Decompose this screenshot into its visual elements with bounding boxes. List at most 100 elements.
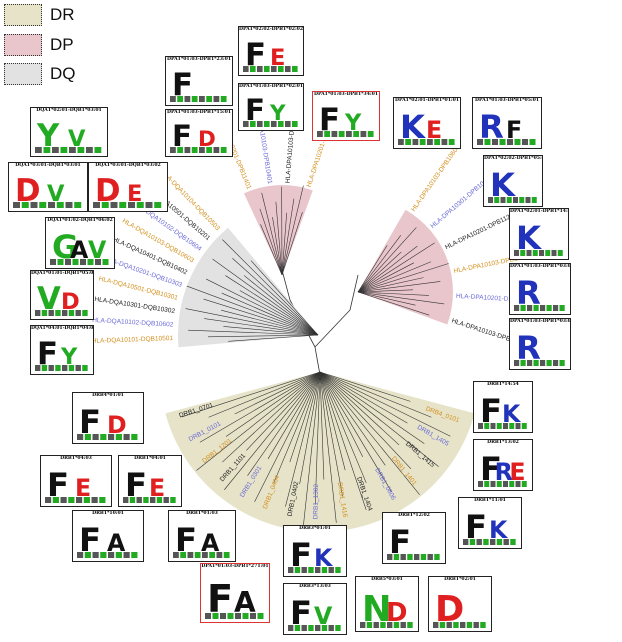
logo-base-glyph: [184, 147, 191, 153]
logo-base-glyph: [108, 434, 115, 440]
branch-dr-18: [314, 371, 321, 505]
branch-dp-right-9: [357, 277, 424, 293]
logo-base-glyph: [35, 365, 41, 371]
sequence-logo-5: DQA1*02:01-DQB1*03:01 Y V: [30, 107, 108, 157]
branch-dp-right-12: [357, 291, 429, 296]
logo-base-glyph: [84, 552, 91, 558]
logo-base-glyph: [294, 567, 301, 573]
logo-base-glyph: [55, 310, 61, 316]
logo-base-glyph: [257, 121, 263, 127]
logo-base-glyph: [250, 66, 256, 72]
logo-base-glyph: [60, 497, 67, 503]
logo-base-glyph: [123, 434, 130, 440]
logo-base-glyph: [453, 622, 459, 628]
logo-base-glyph: [30, 202, 38, 208]
logo-base-glyph: [407, 622, 413, 628]
logo-letter: D: [15, 173, 41, 209]
logo-glyphs: GA V: [50, 228, 109, 266]
logo-base-glyph: [527, 360, 533, 366]
logo-base-glyph: [557, 250, 563, 256]
sequence-logo-title: DPA1*01:03-DPB1*03:01: [510, 319, 571, 324]
branch-dr-2: [319, 371, 451, 437]
logo-base-glyph: [353, 131, 360, 137]
logo-letter: E: [270, 45, 285, 71]
legend-swatch-dq: [4, 63, 42, 85]
logo-base-glyph: [285, 121, 291, 127]
logo-letter: K: [400, 108, 426, 146]
branch-dr-20: [299, 371, 321, 485]
logo-base-glyph: [507, 139, 513, 145]
logo-base-glyph: [484, 139, 491, 145]
logo-letter: F: [172, 119, 192, 153]
logo-letter: D: [61, 289, 80, 315]
logo-base-glyph: [488, 197, 493, 203]
legend-item-dr: DR: [4, 4, 75, 26]
logo-base-glyph: [520, 305, 526, 311]
logo-base-glyph: [285, 66, 291, 72]
logo-base-glyph: [62, 365, 68, 371]
logo-base-glyph: [393, 554, 400, 560]
logo-base-glyph: [62, 310, 68, 316]
logo-base-glyph: [119, 202, 127, 208]
logo-base-glyph: [74, 202, 82, 208]
branch-dq-6: [221, 309, 319, 336]
logo-base-glyph: [194, 552, 201, 558]
branch-dp-right-7: [357, 261, 432, 293]
logo-base-glyph: [257, 613, 264, 619]
leaf-label-dq-1: HLA-DQA10102-DQB10602: [92, 317, 174, 329]
logo-letter: F: [79, 403, 101, 441]
logo-base-glyph: [393, 622, 400, 628]
sequence-logo-19: DRB1*13:02 F R E: [473, 439, 533, 491]
logo-base-glyph: [65, 259, 71, 265]
logo-base-glyph: [76, 497, 83, 503]
logo-base-glyph: [123, 497, 129, 503]
sequence-logo-title: DRB3*01:01: [299, 526, 331, 531]
logo-base-glyph: [212, 613, 219, 619]
sequence-logo-title: DRB1*14:54: [487, 382, 519, 387]
logo-letter: F: [175, 521, 197, 559]
sequence-logo-title: DRB1*13:02: [487, 440, 519, 445]
logo-base-glyph: [380, 622, 386, 628]
sequence-logo-title: DPA1*01:03-DPB1*03:01: [510, 264, 571, 269]
branch-dq-3: [223, 326, 319, 336]
branch-dr-26: [247, 371, 321, 476]
logo-base-glyph: [131, 552, 138, 558]
logo-letter: F: [290, 536, 312, 574]
logo-letter: E: [75, 474, 91, 502]
logo-base-glyph: [513, 197, 518, 203]
logo-base-glyph: [95, 259, 101, 265]
sequence-logo-title: DPA1*02:01-DPB1*01:01: [394, 98, 460, 103]
sequence-logo-13: DPA1*02:02-DPB1*05:01 K: [483, 155, 543, 207]
logo-letter: Y: [60, 344, 78, 370]
logo-base-glyph: [213, 96, 220, 102]
logo-base-glyph: [335, 625, 341, 631]
logo-base-glyph: [41, 310, 48, 316]
branch-dr-17: [319, 371, 325, 480]
branch-dp-top-9: [281, 212, 303, 276]
logo-glyphs: R: [514, 329, 565, 367]
sequence-logo-25: DRB3*01:01 F K: [283, 525, 347, 577]
logo-base-glyph: [346, 131, 352, 137]
logo-base-glyph: [480, 622, 486, 628]
branch-dr-10: [319, 371, 392, 492]
logo-base-glyph: [520, 250, 526, 256]
branch-dq-12: [225, 275, 319, 336]
legend-item-dq: DQ: [4, 63, 76, 85]
branch-dr-6: [319, 371, 400, 446]
logo-letter: E: [426, 116, 442, 144]
logo-base-glyph: [520, 360, 526, 366]
sequence-logo-title: DQA1*03:01-DQB1*03:01: [15, 163, 81, 168]
sequence-logo-title: DRB5*03:01: [371, 577, 403, 582]
logo-base-glyph: [559, 305, 565, 311]
logo-letter: F: [37, 336, 58, 372]
branch-dr-9: [319, 371, 386, 466]
logo-base-glyph: [490, 481, 496, 487]
logo-glyphs: R: [514, 274, 565, 312]
logo-base-glyph: [366, 622, 373, 628]
logo-letter: F: [125, 466, 147, 504]
logo-base-glyph: [398, 139, 404, 145]
logo-base-glyph: [177, 147, 184, 153]
